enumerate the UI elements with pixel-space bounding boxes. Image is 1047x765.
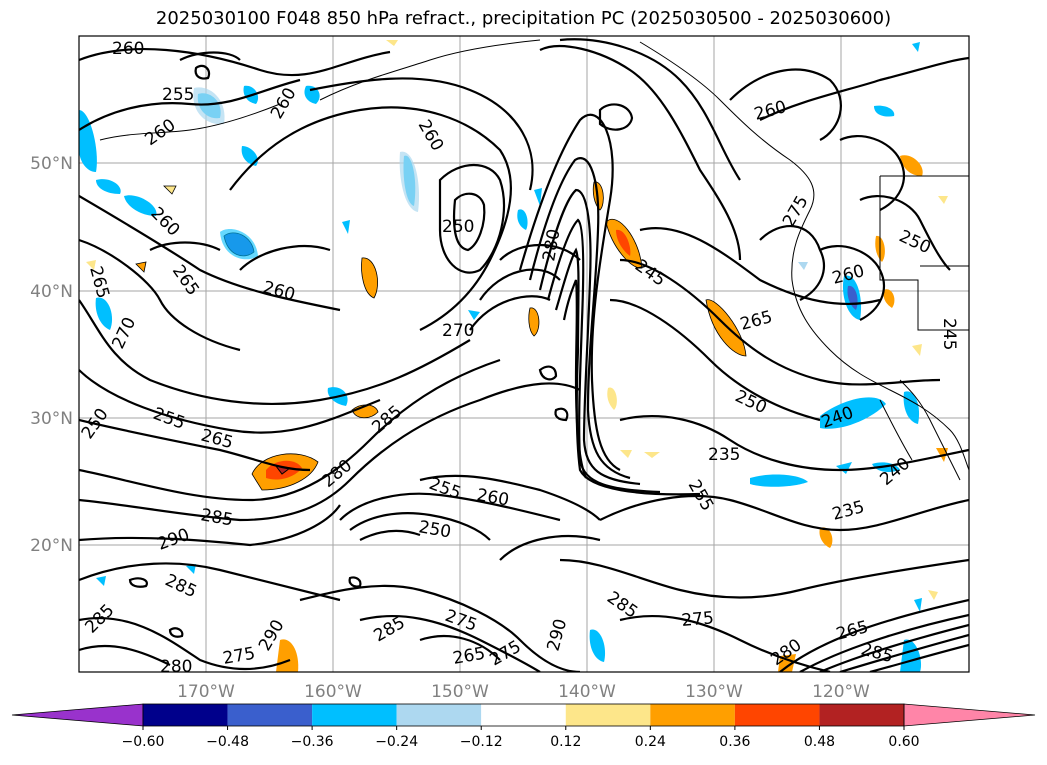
colorbar-extend-high — [903, 703, 1036, 727]
contour-label: 260 — [112, 39, 144, 59]
colorbar-extend-low — [11, 703, 144, 727]
lon-label: 160°W — [304, 682, 362, 702]
contour-label: 245 — [939, 318, 959, 350]
colorbar: −0.60 −0.48 −0.36 −0.24 −0.12 0.12 0.24 0.36 0.4… — [11, 703, 1036, 750]
longitude-labels: 170°W 160°W 150°W 140°W 130°W 120°W — [177, 682, 870, 702]
colorbar-segment — [565, 704, 651, 726]
colorbar-tick-label: 0.36 — [719, 734, 750, 750]
lat-label: 50°N — [30, 154, 73, 174]
colorbar-tick-label: 0.60 — [888, 734, 919, 750]
colorbar-frame — [142, 703, 905, 727]
latitude-labels: 50°N 40°N 30°N 20°N — [30, 154, 73, 556]
colorbar-segment — [396, 704, 482, 726]
contour-label: 280 — [160, 657, 192, 677]
lat-label: 20°N — [30, 536, 73, 556]
colorbar-tick-label: −0.48 — [206, 734, 249, 750]
colorbar-segment — [819, 704, 904, 726]
lon-label: 120°W — [812, 682, 870, 702]
colorbar-tick-label: 0.48 — [804, 734, 835, 750]
colorbar-tick-label: −0.60 — [122, 734, 165, 750]
contour-label: 250 — [442, 217, 474, 237]
colorbar-segment — [143, 704, 228, 726]
lon-label: 170°W — [177, 682, 235, 702]
colorbar-segment — [734, 704, 820, 726]
colorbar-tick-label: 0.24 — [635, 734, 666, 750]
lat-label: 40°N — [30, 282, 73, 302]
lon-label: 140°W — [558, 682, 616, 702]
lon-label: 130°W — [685, 682, 743, 702]
colorbar-tick-label: −0.12 — [460, 734, 503, 750]
colorbar-segment — [312, 704, 397, 726]
colorbar-tick-label: −0.36 — [291, 734, 334, 750]
map-area — [79, 36, 969, 672]
colorbar-tick-label: −0.24 — [375, 734, 418, 750]
contour-label: 275 — [681, 608, 715, 631]
lon-label: 150°W — [431, 682, 489, 702]
coastlines — [99, 39, 969, 481]
colorbar-segment — [227, 704, 313, 726]
lat-label: 30°N — [30, 409, 73, 429]
colorbar-tick-label: 0.12 — [550, 734, 581, 750]
map-frame — [78, 35, 970, 673]
colorbar-segment — [481, 704, 566, 726]
map-title: 2025030100 F048 850 hPa refract., precip… — [155, 8, 892, 29]
contour-label: 270 — [442, 321, 474, 341]
contour-label: 235 — [708, 445, 740, 465]
contour-label: 255 — [162, 85, 194, 105]
colorbar-segment — [650, 704, 735, 726]
refractivity-contours — [79, 38, 969, 672]
